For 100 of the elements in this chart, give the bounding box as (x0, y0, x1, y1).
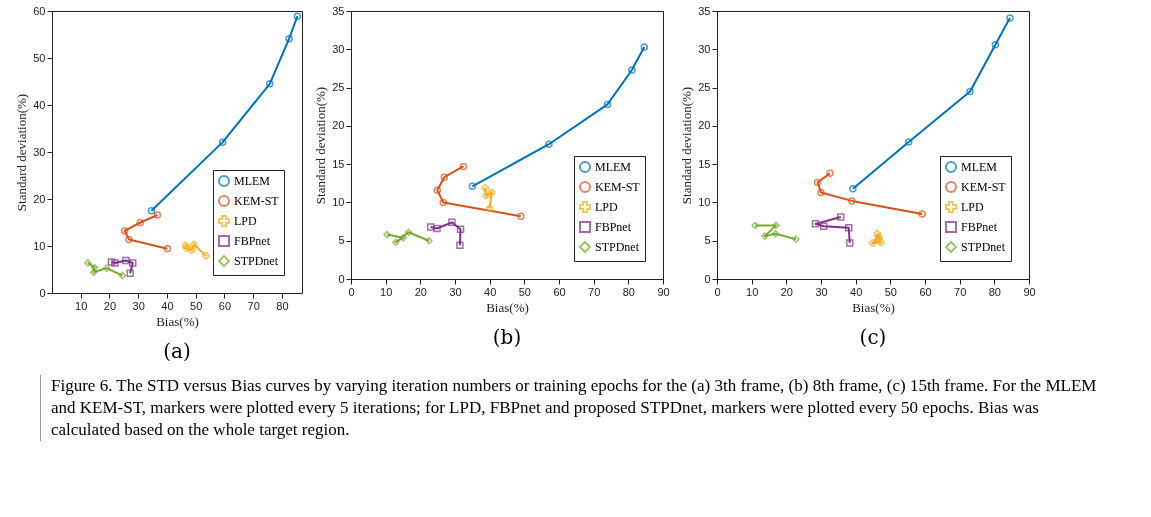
point (820, 222, 828, 230)
x-tick-label: 0 (348, 285, 355, 298)
x-tick-label: 80 (276, 299, 289, 312)
y-axis-title: Standard deviation(%) (14, 93, 30, 212)
x-tick-label: 30 (132, 299, 145, 312)
legend-label: LPD (961, 200, 984, 214)
point (111, 259, 119, 267)
y-tick-label: 30 (698, 42, 711, 55)
caption: Figure 6. The STD versus Bias curves by varying iteration numbers or training epochs for the (a) 3th frame, (b) 8th frame, (c) 15th frame. For the MLEM and KEM-ST, markers were plotted every 5 iterations; for LPD, FBPnet and proposed STPDnet, markers were plotted every 50 epochs. Bias was calculated based on the whole target region. (40, 375, 1111, 441)
y-axis-title: Standard deviation(%) (313, 86, 329, 205)
legend-label: KEM-ST (961, 180, 1007, 194)
y-axis-title: Standard deviation(%) (679, 86, 695, 205)
x-axis-title: Bias(%) (852, 299, 895, 315)
x-tick-label: 60 (553, 285, 566, 298)
point (761, 232, 769, 240)
x-tick-label: 60 (919, 285, 932, 298)
x-tick-label: 90 (657, 285, 670, 298)
point (129, 259, 137, 267)
legend-label: STPDnet (961, 240, 1006, 254)
y-tick-label: 35 (698, 4, 711, 17)
x-tick-label: 70 (588, 285, 601, 298)
point (118, 271, 127, 280)
point (813, 178, 822, 187)
point (792, 235, 800, 243)
text: (a) (163, 339, 191, 363)
point (89, 268, 98, 277)
point (991, 40, 1000, 49)
point (811, 220, 820, 228)
point (966, 87, 974, 96)
point (84, 259, 92, 267)
y-tick-label: 5 (704, 234, 711, 247)
y-tick-label: 50 (33, 51, 46, 64)
y-tick-label: 15 (698, 157, 711, 170)
x-axis-title: Bias(%) (156, 313, 199, 329)
x-tick-label: 60 (218, 299, 232, 312)
point (440, 173, 448, 181)
x-tick-label: 70 (247, 299, 260, 312)
text: (c) (859, 325, 887, 349)
y-tick-label: 30 (332, 42, 345, 55)
point (848, 197, 856, 205)
point (488, 188, 496, 197)
point (285, 34, 293, 43)
point (439, 198, 447, 207)
x-tick-label: 90 (1023, 285, 1036, 298)
legend-label: MLEM (234, 174, 271, 188)
y-tick-label: 25 (698, 81, 711, 94)
point (433, 224, 441, 233)
x-tick-label: 10 (746, 285, 759, 298)
x-tick-label: 10 (380, 285, 393, 298)
y-tick-label: 10 (698, 195, 711, 208)
y-tick-label: 10 (33, 239, 46, 252)
x-tick-label: 80 (622, 285, 635, 298)
y-tick-label: 5 (338, 234, 345, 247)
point (187, 246, 196, 254)
point (433, 186, 442, 194)
point (448, 218, 456, 227)
point (136, 218, 144, 227)
point (846, 239, 854, 247)
point (482, 191, 490, 200)
point (481, 184, 489, 192)
point (817, 188, 825, 197)
y-tick-label: 20 (698, 119, 711, 132)
point (771, 230, 780, 238)
x-tick-label: 20 (780, 285, 793, 298)
x-tick-label: 70 (954, 285, 967, 298)
y-tick-label: 30 (33, 145, 46, 158)
y-tick-label: 15 (332, 157, 345, 170)
y-tick-label: 35 (332, 4, 345, 17)
point (126, 269, 134, 278)
x-tick-label: 10 (75, 299, 88, 312)
point (107, 258, 116, 266)
point (102, 264, 111, 272)
legend-label: STPDnet (595, 240, 640, 254)
x-axis-title: Bias(%) (486, 299, 529, 315)
point (904, 138, 913, 146)
y-tick-label: 10 (332, 195, 345, 208)
point (456, 225, 465, 233)
x-tick-label: 40 (484, 285, 497, 298)
point (751, 221, 759, 230)
legend-label: FBPnet (961, 220, 998, 234)
legend-label: FBPnet (234, 234, 271, 248)
legend-label: STPDnet (234, 254, 279, 268)
point (383, 230, 391, 239)
x-tick-label: 40 (850, 285, 863, 298)
x-tick-label: 0 (714, 285, 721, 298)
text: (b) (492, 325, 522, 349)
x-tick-label: 40 (161, 299, 174, 312)
x-tick-label: 20 (103, 299, 117, 312)
point (218, 138, 227, 146)
point (772, 221, 780, 230)
x-tick-label: 50 (518, 285, 531, 298)
point (404, 228, 413, 237)
legend-label: LPD (595, 200, 618, 214)
y-tick-label: 0 (704, 272, 711, 285)
point (837, 213, 845, 221)
y-tick-label: 25 (332, 81, 345, 94)
y-tick-label: 60 (33, 4, 46, 17)
legend-label: KEM-ST (234, 194, 280, 208)
point (120, 227, 129, 235)
legend-label: KEM-ST (595, 180, 641, 194)
